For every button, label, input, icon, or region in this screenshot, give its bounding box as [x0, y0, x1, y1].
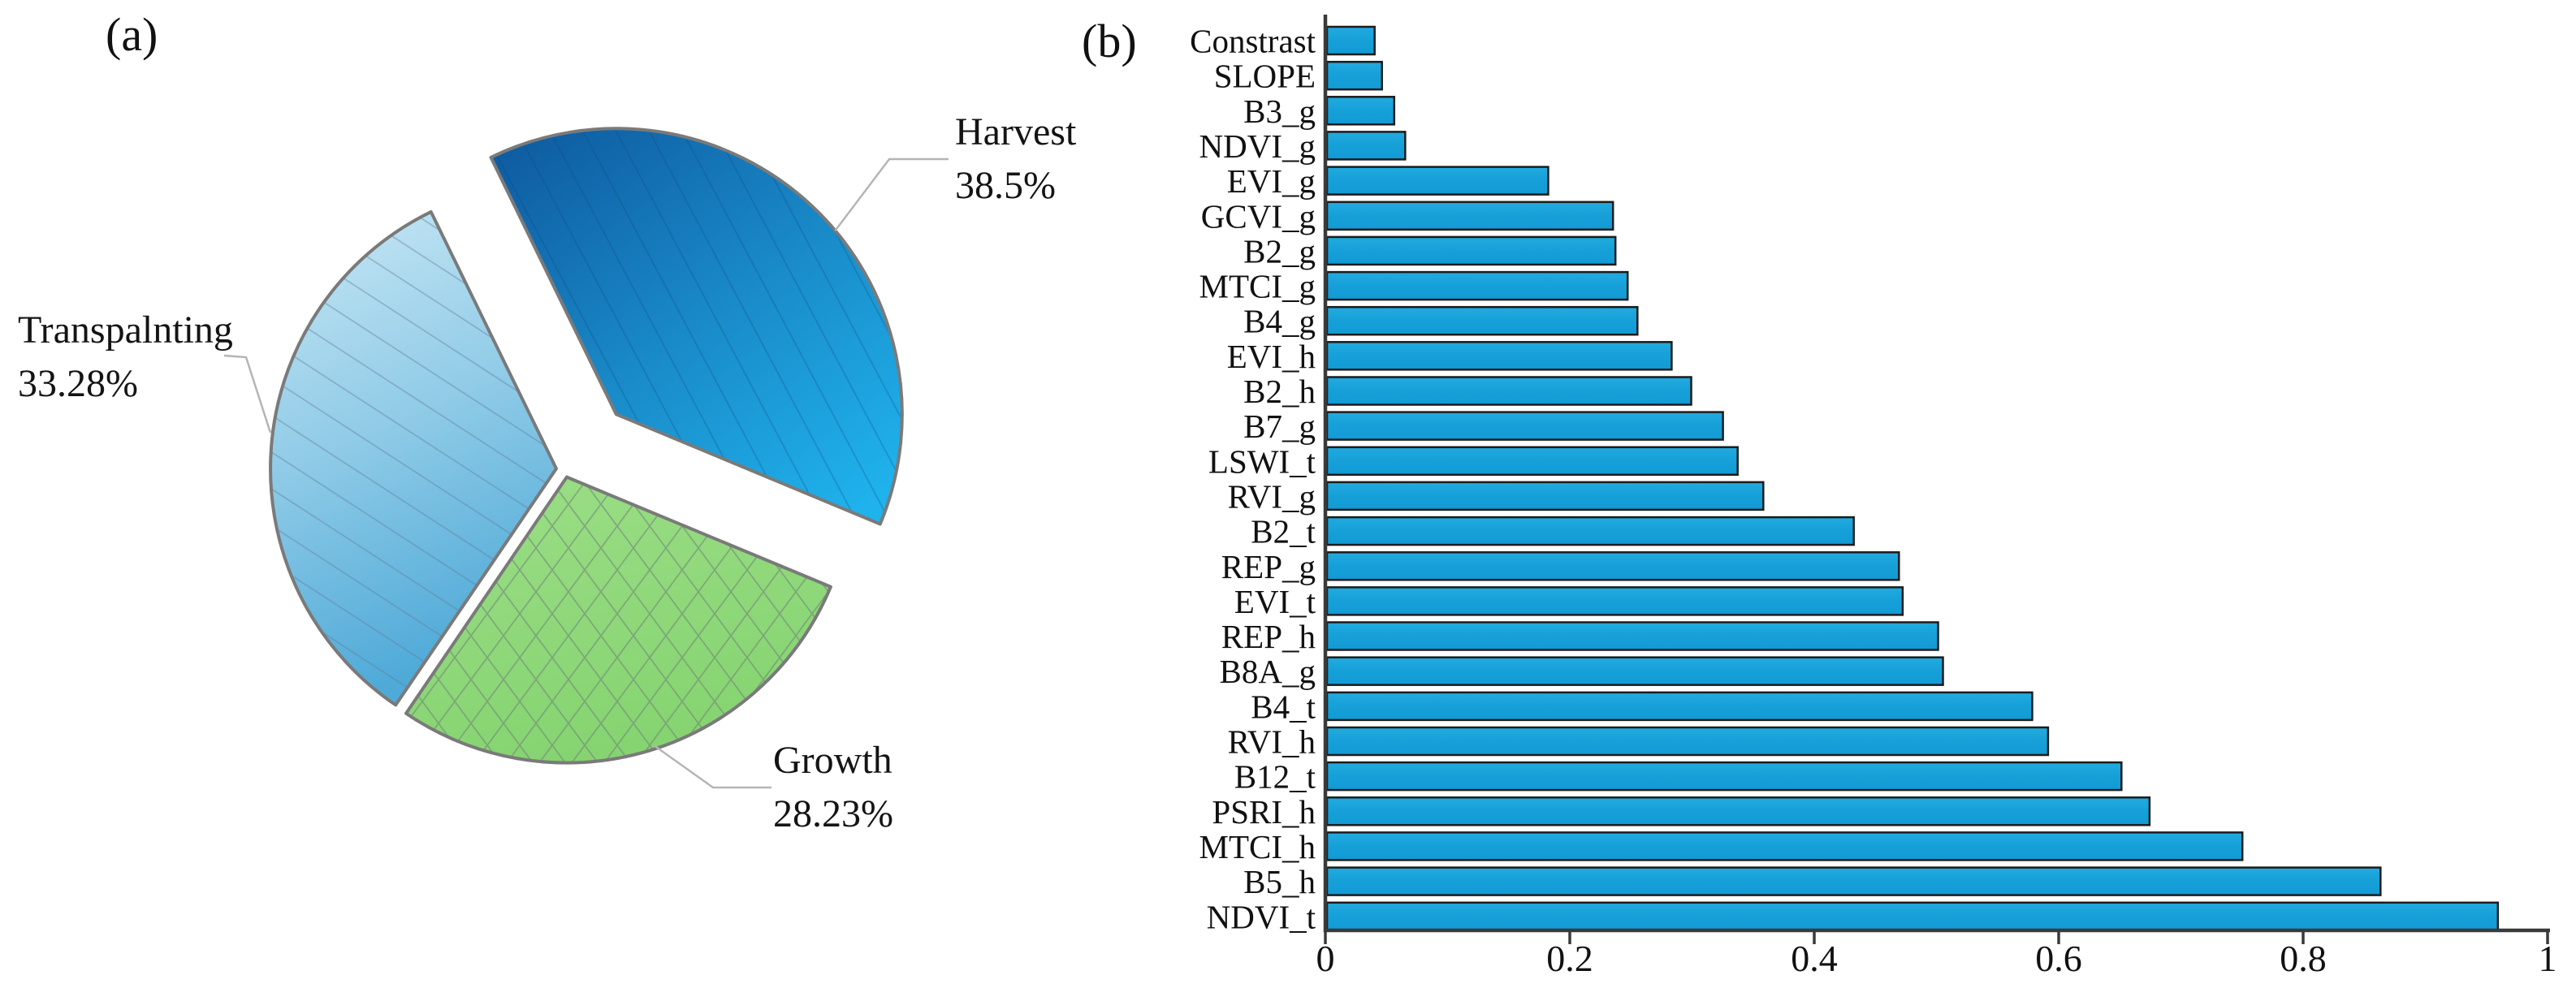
- panel-b-tag: (b): [1082, 15, 1137, 67]
- bar-label: PSRI_h: [1212, 793, 1316, 831]
- pie-label-harvest-name: Harvest: [955, 110, 1077, 153]
- bar: [1325, 96, 1396, 126]
- bar-label: EVI_t: [1234, 583, 1316, 620]
- bar: [1325, 551, 1900, 581]
- x-tick-label: 1: [2539, 938, 2557, 979]
- bar: [1325, 901, 2500, 932]
- x-tick-label: 0: [1316, 938, 1335, 979]
- pie-label-growth: Growth 28.23%: [773, 734, 893, 841]
- bar: [1325, 831, 2244, 861]
- bar-label: MTCI_h: [1199, 828, 1316, 865]
- bar-label: REP_h: [1221, 618, 1316, 655]
- leader-line-harvest: [834, 157, 949, 231]
- leader-line-growth: [653, 744, 772, 789]
- pie-slice-transpalnting-hatch: [269, 209, 558, 707]
- bar: [1325, 446, 1739, 477]
- x-tick-label: 0.8: [2280, 938, 2327, 979]
- bar-label: GCVI_g: [1201, 197, 1316, 235]
- bar-label: Constrast: [1190, 23, 1316, 60]
- bar-label: REP_g: [1221, 548, 1316, 585]
- x-tick-label: 0.4: [1791, 938, 1838, 979]
- bar: [1325, 235, 1617, 266]
- bar: [1325, 516, 1855, 546]
- bar: [1325, 411, 1724, 441]
- pie-slice-growth-hatch: [404, 475, 832, 765]
- bar: [1325, 201, 1614, 231]
- pie-label-growth-name: Growth: [773, 739, 893, 782]
- bar: [1325, 796, 2151, 826]
- pie-label-harvest-pct: 38.5%: [955, 164, 1056, 207]
- bar: [1325, 726, 2050, 757]
- bar-label: B2_h: [1243, 373, 1316, 410]
- bar-label: MTCI_g: [1199, 268, 1316, 305]
- bar-label: B4_g: [1243, 303, 1316, 340]
- x-tick-label: 0.6: [2035, 938, 2082, 979]
- bar: [1325, 656, 1944, 686]
- bar: [1325, 131, 1407, 161]
- leader-line-transplanting: [223, 354, 272, 434]
- bar: [1325, 305, 1639, 336]
- bar: [1325, 376, 1692, 406]
- bar: [1325, 691, 2034, 722]
- x-tick-label: 0.2: [1546, 938, 1593, 979]
- bar-label: RVI_h: [1228, 723, 1316, 761]
- pie-leader-lines: [223, 157, 949, 789]
- bar: [1325, 166, 1549, 196]
- bar-label: B3_g: [1243, 93, 1316, 130]
- bar-label: B8A_g: [1220, 653, 1316, 690]
- bar: [1325, 341, 1673, 371]
- bar-label: EVI_h: [1227, 338, 1316, 375]
- bar-label: SLOPE: [1214, 58, 1316, 95]
- bar: [1325, 270, 1629, 301]
- bar-label: B12_t: [1234, 758, 1316, 796]
- pie-label-transplanting-name: Transpalnting: [18, 308, 233, 352]
- bar-label: NDVI_g: [1199, 127, 1316, 165]
- bar-chart: ConstrastSLOPEB3_gNDVI_gEVI_gGCVI_gB2_gM…: [1190, 15, 2557, 979]
- bar-label: B2_g: [1243, 232, 1316, 270]
- bar: [1325, 761, 2123, 792]
- bar: [1325, 586, 1904, 616]
- bar: [1325, 621, 1939, 651]
- bar-label: RVI_g: [1228, 477, 1316, 515]
- bar-label: B4_t: [1251, 688, 1316, 725]
- bar-label: B7_g: [1243, 408, 1316, 445]
- pie-label-harvest: Harvest 38.5%: [955, 106, 1076, 213]
- bar-label: LSWI_t: [1208, 442, 1316, 480]
- bar: [1325, 481, 1765, 511]
- pie-label-transplanting-pct: 33.28%: [18, 362, 138, 405]
- bar-label: B5_h: [1243, 863, 1316, 900]
- panel-a-tag: (a): [106, 8, 158, 61]
- bar: [1325, 25, 1376, 56]
- pie-slice-harvest-hatch: [489, 127, 904, 526]
- bar-label: EVI_g: [1227, 162, 1316, 200]
- pie-chart: [269, 127, 904, 765]
- bar-label: NDVI_t: [1207, 898, 1316, 935]
- bar: [1325, 866, 2382, 896]
- pie-label-growth-pct: 28.23%: [773, 792, 893, 835]
- pie-label-transplanting: Transpalnting 33.28%: [18, 304, 233, 411]
- bar-label: B2_t: [1251, 513, 1316, 550]
- bar: [1325, 60, 1383, 91]
